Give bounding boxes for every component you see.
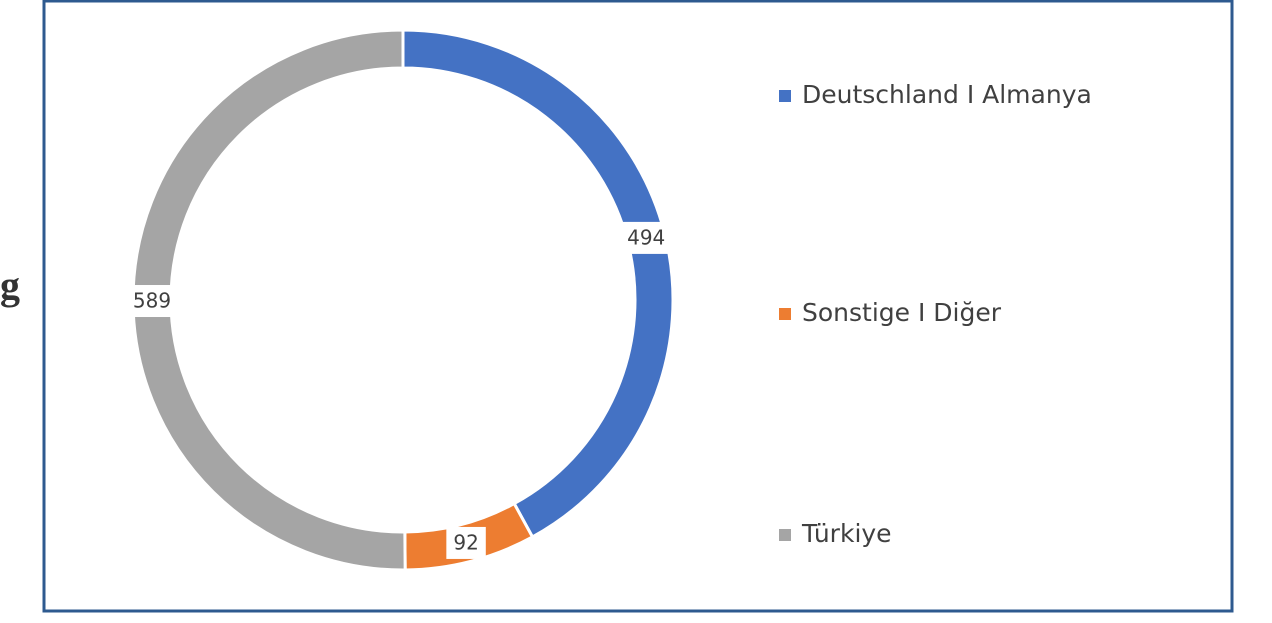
side-text: g [0,263,20,308]
legend-label: Deutschland I Almanya [802,80,1092,109]
legend-marker [779,529,791,541]
slice [131,28,407,572]
data-label: 589 [133,289,171,313]
data-label: 92 [453,530,478,554]
legend-marker [779,90,791,102]
data-label: 494 [627,225,665,249]
data-label-box [446,526,486,559]
data-label-box [125,285,179,318]
legend-label: Sonstige I Diğer [802,298,1002,327]
legend-label: Türkiye [801,519,892,548]
legend-marker [779,308,791,320]
data-label-box [620,221,673,254]
